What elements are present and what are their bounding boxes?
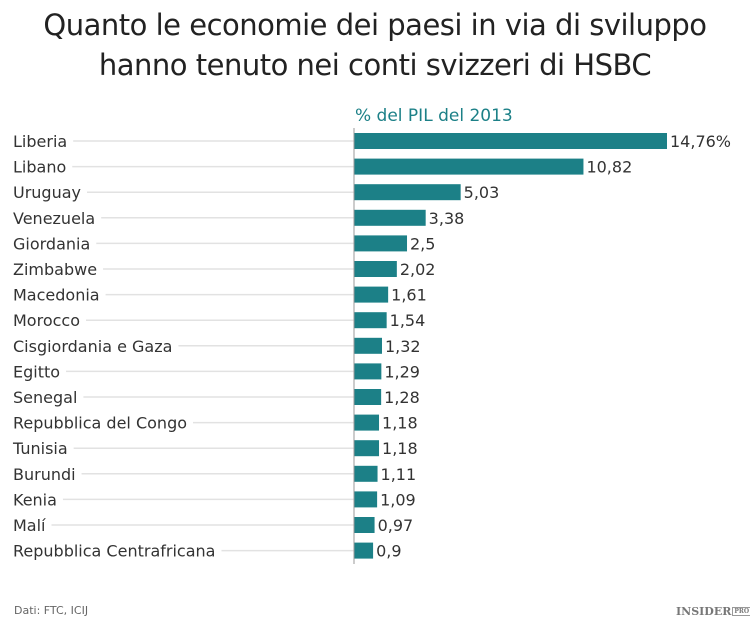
value-label: 2,5	[410, 234, 435, 253]
chart-title-line-1: Quanto le economie dei paesi in via di s…	[43, 8, 707, 42]
value-label: 10,82	[586, 158, 632, 177]
bar	[354, 542, 374, 559]
category-label: Malí	[13, 516, 46, 535]
bar	[354, 261, 397, 277]
bar	[354, 312, 387, 329]
value-label: 2,02	[400, 260, 436, 279]
logo-badge: PRO	[732, 607, 750, 616]
bar	[354, 286, 389, 303]
bar	[354, 209, 426, 226]
value-label: 1,18	[382, 414, 418, 433]
category-label: Tunisia	[12, 439, 68, 458]
bar	[354, 440, 380, 457]
value-label: 1,61	[391, 286, 427, 305]
category-label: Repubblica del Congo	[13, 414, 187, 433]
value-label: 1,28	[384, 388, 420, 407]
bar	[354, 158, 584, 175]
category-label: Venezuela	[13, 209, 95, 228]
source-note: Dati: FTC, ICIJ	[14, 604, 89, 617]
value-label: 1,29	[384, 362, 420, 381]
bar	[354, 235, 408, 252]
bar	[354, 465, 378, 482]
category-label: Kenia	[13, 490, 57, 509]
logo-text: INSIDER	[676, 605, 732, 618]
bar	[354, 184, 461, 201]
category-label: Burundi	[13, 465, 76, 484]
category-label: Libano	[13, 158, 66, 177]
category-label: Cisgiordania e Gaza	[13, 337, 172, 356]
value-label: 0,97	[378, 516, 414, 535]
bar	[354, 517, 375, 533]
value-label: 1,18	[382, 439, 418, 458]
value-label: 3,38	[429, 209, 465, 228]
bar	[354, 491, 378, 508]
value-label: 0,9	[376, 542, 401, 561]
value-label: 1,09	[380, 490, 416, 509]
value-label: 1,11	[381, 465, 417, 484]
bar	[354, 363, 382, 380]
category-label: Repubblica Centrafricana	[13, 542, 215, 561]
category-label: Senegal	[13, 388, 77, 407]
value-label: 1,32	[385, 337, 421, 356]
value-label: 5,03	[464, 183, 500, 202]
insider-pro-logo: INSIDER PRO	[676, 605, 750, 618]
chart-title-line-2: hanno tenuto nei conti svizzeri di HSBC	[98, 48, 652, 82]
category-label: Liberia	[13, 132, 67, 151]
value-label: 1,54	[390, 311, 426, 330]
bar	[354, 389, 382, 405]
category-label: Zimbabwe	[13, 260, 97, 279]
category-label: Egitto	[13, 362, 60, 381]
bar	[354, 337, 382, 354]
bar	[354, 414, 380, 431]
chart-subtitle: % del PIL del 2013	[355, 106, 513, 126]
category-label: Macedonia	[13, 286, 100, 305]
category-label: Giordania	[13, 234, 90, 253]
category-label: Uruguay	[13, 183, 81, 202]
category-label: Morocco	[13, 311, 80, 330]
value-label: 14,76%	[670, 132, 731, 151]
bar	[354, 133, 667, 149]
